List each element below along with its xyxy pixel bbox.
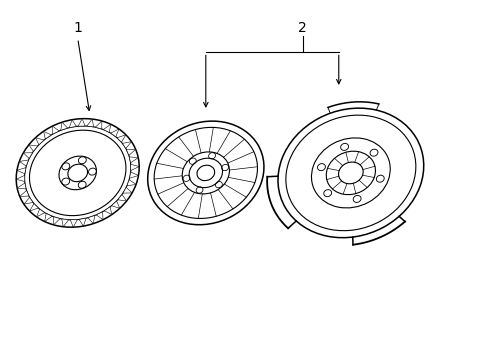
Polygon shape	[44, 213, 52, 221]
Polygon shape	[118, 194, 126, 201]
Polygon shape	[17, 168, 26, 174]
Text: 1: 1	[73, 21, 82, 35]
Polygon shape	[87, 119, 93, 127]
Polygon shape	[127, 180, 136, 186]
Polygon shape	[78, 119, 85, 126]
Text: 2: 2	[298, 21, 306, 35]
Polygon shape	[23, 153, 32, 158]
Polygon shape	[61, 219, 68, 227]
Polygon shape	[52, 126, 59, 134]
Polygon shape	[37, 209, 45, 217]
Polygon shape	[17, 183, 26, 189]
Polygon shape	[20, 160, 28, 166]
Polygon shape	[104, 207, 112, 215]
Polygon shape	[16, 175, 25, 181]
Polygon shape	[29, 145, 38, 151]
Polygon shape	[43, 131, 51, 139]
Polygon shape	[61, 122, 67, 130]
Polygon shape	[69, 120, 76, 128]
Polygon shape	[88, 216, 95, 224]
Polygon shape	[117, 135, 125, 142]
Polygon shape	[20, 190, 29, 197]
Polygon shape	[24, 197, 33, 204]
Polygon shape	[36, 138, 44, 145]
Polygon shape	[54, 217, 60, 225]
Polygon shape	[110, 129, 119, 137]
Polygon shape	[70, 220, 77, 227]
Polygon shape	[111, 201, 120, 208]
Polygon shape	[129, 172, 138, 178]
Polygon shape	[96, 212, 103, 220]
Polygon shape	[122, 141, 131, 148]
Polygon shape	[129, 157, 138, 163]
Polygon shape	[95, 121, 102, 129]
Polygon shape	[29, 204, 38, 211]
Polygon shape	[79, 218, 86, 226]
Polygon shape	[122, 187, 132, 193]
Polygon shape	[103, 124, 111, 132]
Polygon shape	[130, 164, 139, 171]
Polygon shape	[126, 149, 135, 156]
